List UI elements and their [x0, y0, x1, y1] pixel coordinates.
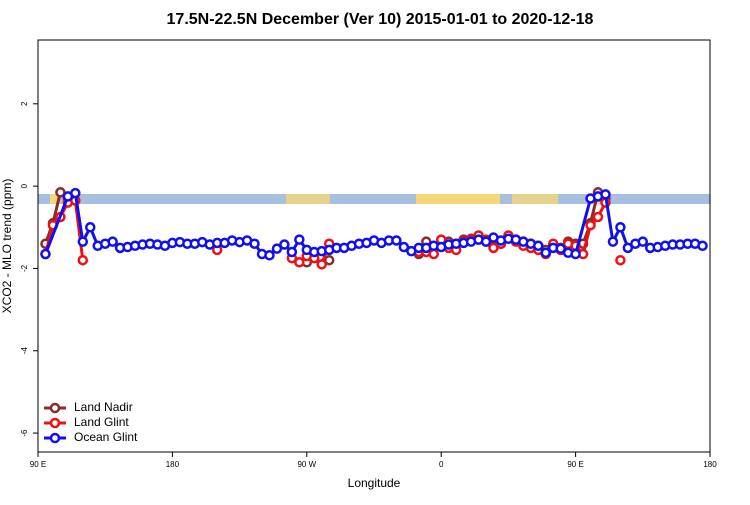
y-tick-label: -2 [20, 264, 29, 272]
legend-label: Land Nadir [74, 400, 133, 414]
point [592, 211, 604, 223]
point [637, 236, 649, 247]
point [77, 254, 89, 266]
y-tick-label: -4 [20, 347, 29, 355]
point [107, 236, 118, 247]
point [70, 187, 81, 199]
y-tick-label: -6 [20, 429, 29, 437]
legend-label: Ocean Glint [74, 430, 138, 444]
land-band [286, 194, 330, 204]
point [555, 243, 566, 254]
point [77, 236, 89, 247]
legend-marker [49, 402, 61, 414]
point [615, 254, 626, 266]
legend-label: Land Glint [74, 415, 129, 429]
point [600, 189, 611, 200]
point [279, 239, 290, 250]
chart-title: 17.5N-22.5N December (Ver 10) 2015-01-01… [167, 11, 594, 28]
point [428, 248, 439, 260]
legend-marker [49, 417, 61, 429]
point [271, 243, 283, 254]
point [615, 222, 626, 233]
point [316, 259, 327, 270]
point [40, 248, 51, 260]
point [607, 236, 619, 247]
point [286, 246, 298, 258]
x-axis-label: Longitude [348, 476, 401, 490]
y-tick-label: 2 [20, 101, 29, 106]
point [294, 257, 305, 268]
point [488, 242, 499, 254]
point [264, 250, 275, 261]
legend-marker [49, 432, 61, 444]
point [55, 187, 66, 198]
point [697, 240, 708, 252]
point [533, 240, 544, 252]
point [540, 247, 551, 259]
x-tick-label: 90 W [297, 460, 316, 469]
y-axis-label: XCO2 - MLO trend (ppm) [0, 179, 14, 314]
y-tick-label: 0 [20, 183, 29, 188]
point [391, 235, 402, 246]
plot-frame [37, 39, 711, 453]
x-tick-label: 90 E [30, 460, 46, 469]
land-band [416, 194, 500, 204]
point [85, 222, 96, 233]
x-tick-label: 180 [703, 460, 717, 469]
land-band [512, 194, 558, 204]
point [249, 238, 260, 249]
land-band [50, 194, 60, 204]
point [570, 248, 581, 260]
x-tick-label: 0 [439, 460, 444, 469]
point [622, 242, 634, 254]
point [585, 219, 596, 231]
x-tick-label: 180 [166, 460, 180, 469]
point [294, 234, 305, 245]
ocean-band [38, 194, 710, 204]
point [398, 241, 410, 253]
point [480, 236, 492, 247]
x-tick-label: 90 E [567, 460, 583, 469]
point [323, 254, 335, 266]
